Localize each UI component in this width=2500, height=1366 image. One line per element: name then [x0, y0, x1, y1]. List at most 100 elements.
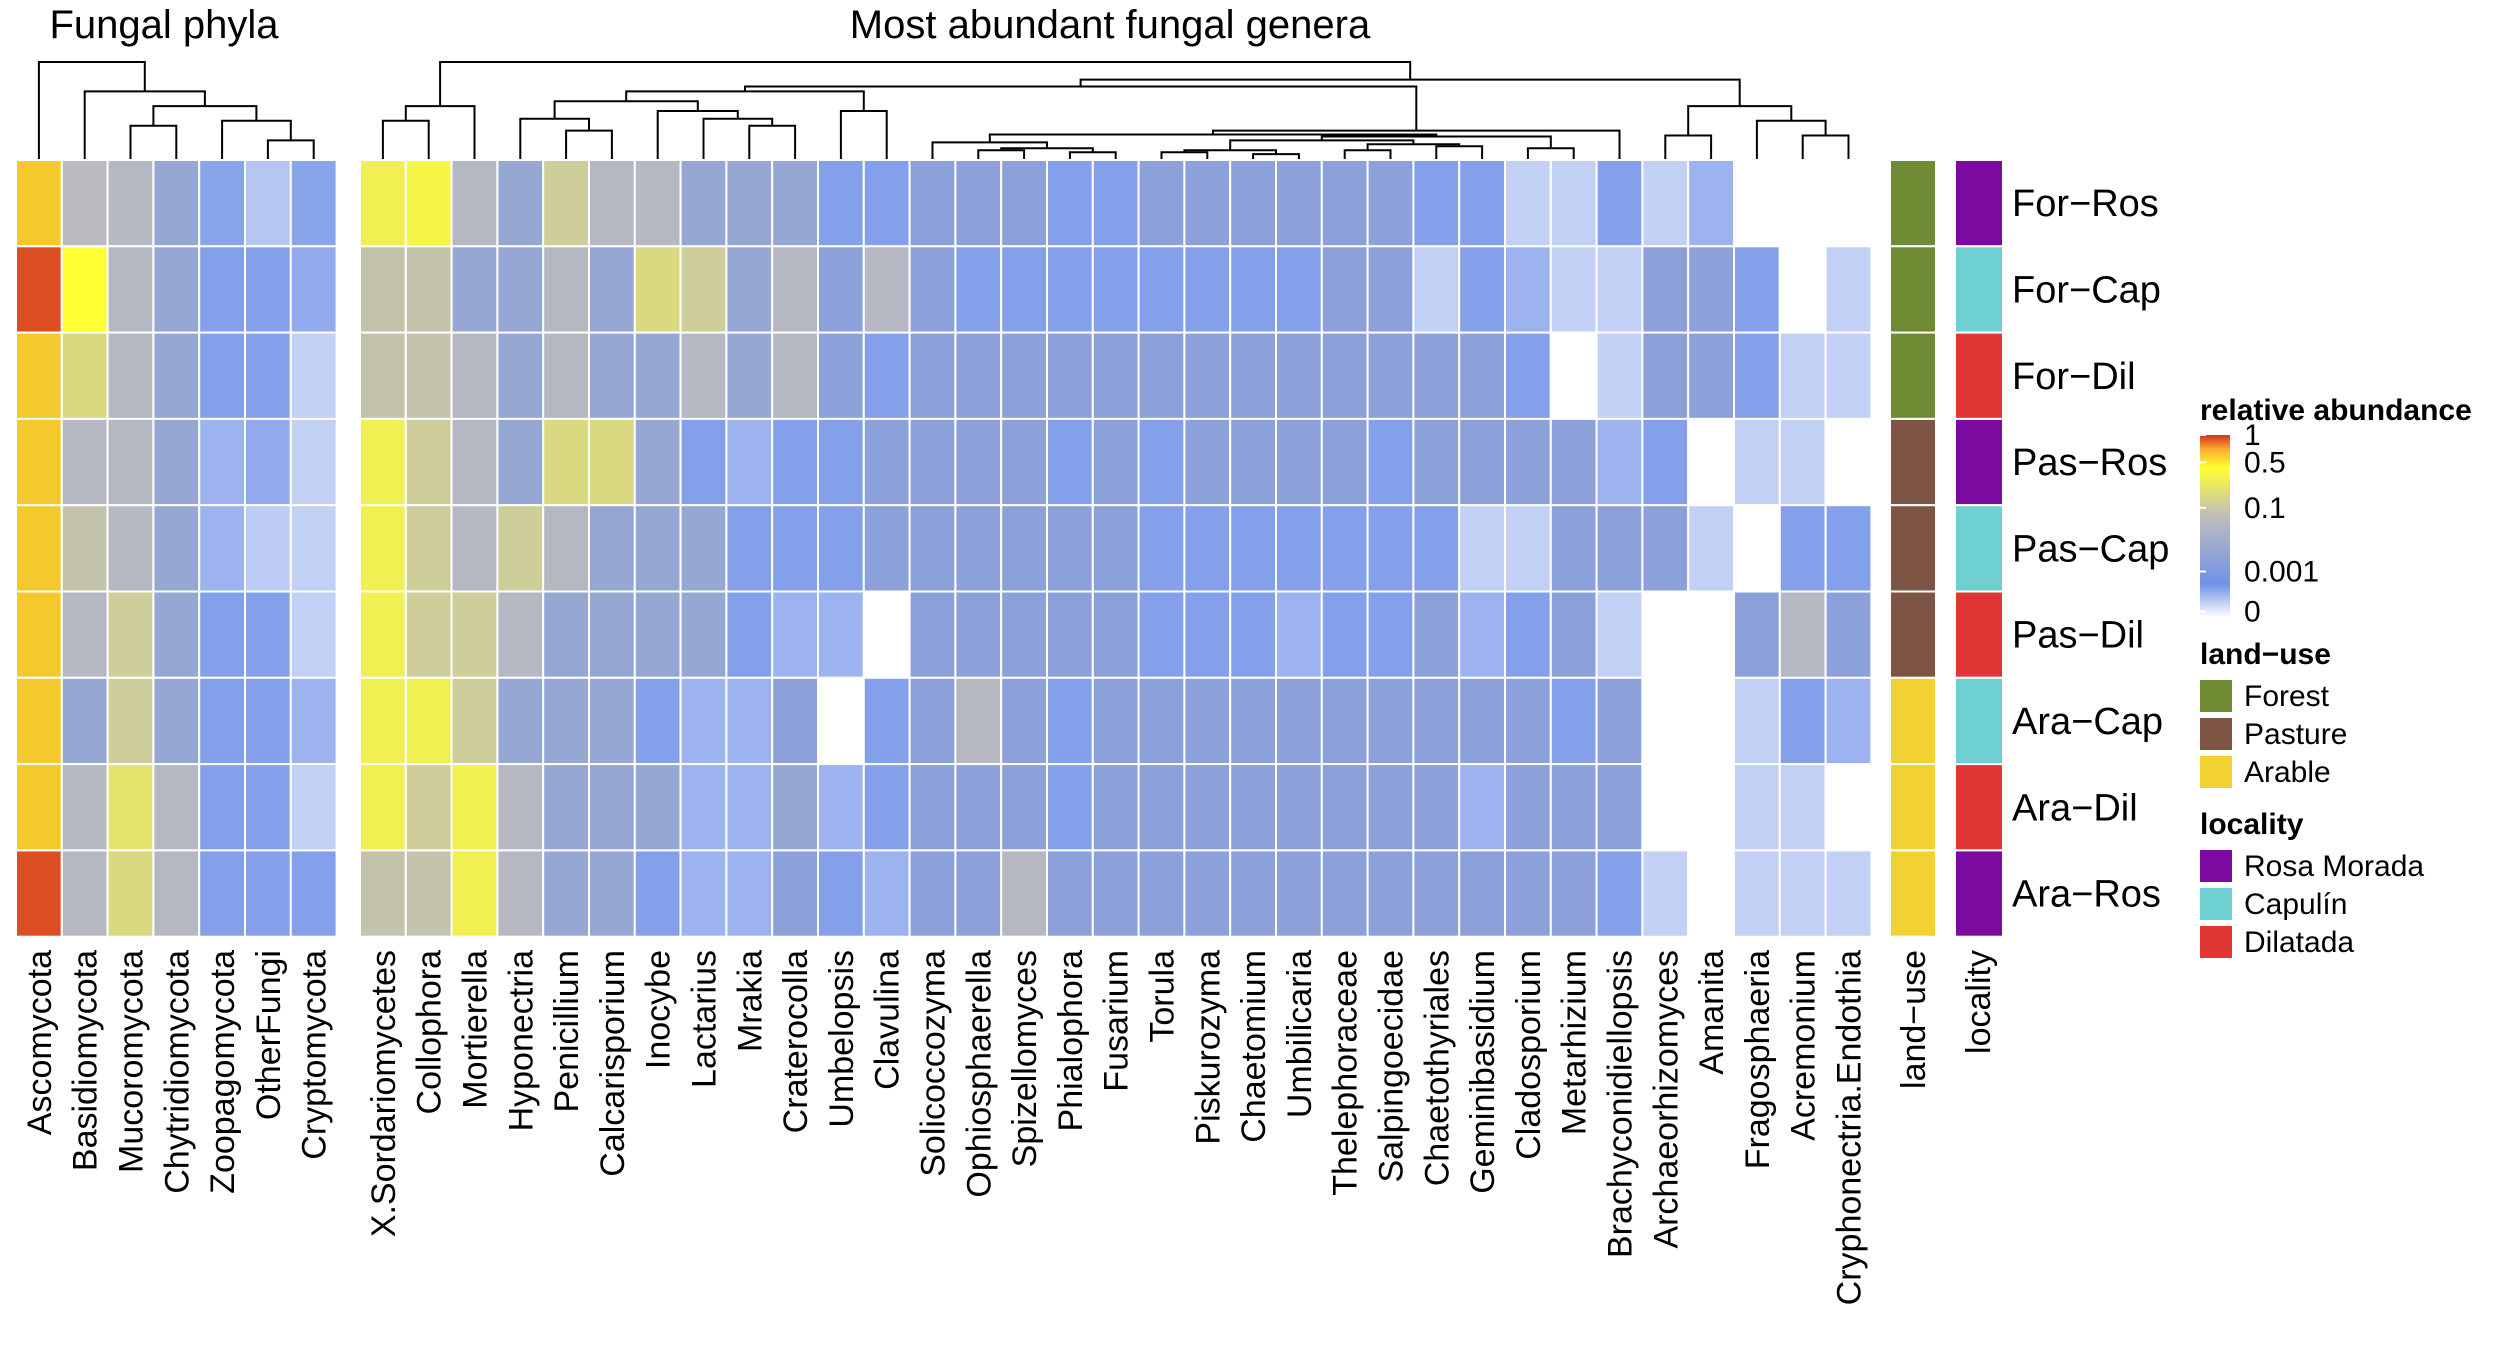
heatmap-cell: [1000, 849, 1049, 938]
heatmap-cell: [633, 676, 682, 766]
heatmap-cell: [1412, 504, 1461, 593]
heatmap-cell: [1504, 417, 1552, 507]
heatmap-cell: [1183, 159, 1232, 248]
heatmap-cell: [152, 245, 201, 334]
heatmap-cell: [60, 331, 109, 420]
heatmap-cell: [152, 331, 201, 420]
heatmap-cell: [954, 504, 1003, 593]
legend-label: Arable: [2244, 756, 2331, 789]
heatmap-cell: [954, 245, 1003, 334]
heatmap-cell: [1458, 676, 1506, 766]
locality-cell: [1954, 159, 2004, 248]
heatmap-cell: [542, 245, 591, 334]
column-label: Basidiomycota: [67, 950, 105, 1171]
heatmap-cell: [908, 504, 957, 593]
heatmap-cell: [1320, 159, 1369, 248]
heatmap-cell: [450, 159, 499, 248]
heatmap-cell: [244, 417, 292, 507]
heatmap-cell: [1229, 245, 1277, 334]
heatmap-cell: [1733, 245, 1781, 334]
heatmap-cell: [862, 849, 911, 938]
locality-cell: [1954, 417, 2004, 507]
heatmap-cell: [817, 763, 865, 852]
heatmap-cell: [862, 590, 911, 679]
column-label: Ascomycota: [21, 950, 59, 1135]
heatmap-cell: [1320, 331, 1369, 420]
heatmap-cell: [152, 159, 201, 248]
heatmap-cell: [1549, 849, 1598, 938]
heatmap-cell: [1504, 849, 1552, 938]
heatmap-cell: [289, 590, 338, 679]
heatmap-cell: [1320, 676, 1369, 766]
heatmap-cell: [289, 676, 338, 766]
column-label: Acremonium: [1785, 950, 1823, 1141]
heatmap-cell: [1275, 331, 1323, 420]
heatmap-cell: [289, 849, 338, 938]
heatmap-cell: [908, 763, 957, 852]
heatmap-cell: [1320, 417, 1369, 507]
heatmap-cell: [1137, 676, 1186, 766]
heatmap-cell: [106, 331, 155, 420]
column-label: Fragosphaeria: [1739, 950, 1777, 1169]
heatmap-cell: [198, 417, 246, 507]
locality-cell: [1954, 590, 2004, 679]
column-label: Clavulina: [869, 950, 907, 1090]
column-label: Cladosporium: [1510, 950, 1548, 1160]
heatmap-cell: [106, 763, 155, 852]
heatmap-cell: [954, 763, 1003, 852]
heatmap-cell: [404, 849, 453, 938]
heatmap-cell: [1046, 245, 1094, 334]
heatmap-cell: [588, 417, 636, 507]
heatmap-cell: [771, 676, 820, 766]
heatmap-cell: [725, 590, 774, 679]
heatmap-cell: [60, 849, 109, 938]
heatmap-cell: [1275, 763, 1323, 852]
heatmap-cell: [198, 849, 246, 938]
heatmap-cell: [1595, 159, 1644, 248]
heatmap-cell: [1000, 245, 1049, 334]
heatmap-cell: [1595, 676, 1644, 766]
heatmap-cell: [771, 504, 820, 593]
heatmap-cell: [1549, 763, 1598, 852]
heatmap-cell: [1641, 763, 1690, 852]
heatmap-cell: [771, 849, 820, 938]
heatmap-cell: [60, 417, 109, 507]
heatmap-cell: [1091, 590, 1140, 679]
heatmap-cell: [1733, 504, 1781, 593]
heatmap-cell: [404, 331, 453, 420]
heatmap-cell: [152, 504, 201, 593]
heatmap-cell: [1641, 849, 1690, 938]
heatmap-cell: [1137, 417, 1186, 507]
heatmap-cell: [1275, 159, 1323, 248]
heatmap-cell: [908, 590, 957, 679]
row-label: Ara−Dil: [2012, 787, 2138, 829]
column-label: Brachyconidiellopsis: [1602, 950, 1640, 1258]
land-use-legend-title: land−use: [2200, 638, 2331, 671]
heatmap-cell: [1733, 417, 1781, 507]
heatmap-cell: [1366, 504, 1415, 593]
heatmap-cell: [496, 849, 545, 938]
heatmap-cell: [542, 159, 591, 248]
heatmap-cell: [679, 676, 728, 766]
heatmap-cell: [1000, 676, 1049, 766]
heatmap-cell: [1733, 590, 1781, 679]
heatmap-cell: [106, 417, 155, 507]
heatmap-cell: [1687, 590, 1735, 679]
heatmap-cell: [450, 676, 499, 766]
dendrogram-branch: [1068, 151, 1117, 160]
heatmap-cell: [1824, 159, 1873, 248]
heatmap-cell: [1824, 763, 1873, 852]
phyla-title: Fungal phyla: [49, 3, 279, 47]
column-label: Phialophora: [1052, 950, 1090, 1132]
column-label: Torula: [1144, 950, 1182, 1043]
heatmap-cell: [359, 590, 407, 679]
genera-title: Most abundant fungal genera: [850, 3, 1371, 47]
heatmap-cell: [1458, 849, 1506, 938]
heatmap-cell: [588, 849, 636, 938]
heatmap-cell: [1595, 590, 1644, 679]
dendrogram-branch: [744, 85, 1418, 131]
heatmap-cell: [1275, 676, 1323, 766]
heatmap-cell: [1778, 417, 1827, 507]
heatmap-cell: [1229, 331, 1277, 420]
heatmap-cell: [1229, 590, 1277, 679]
